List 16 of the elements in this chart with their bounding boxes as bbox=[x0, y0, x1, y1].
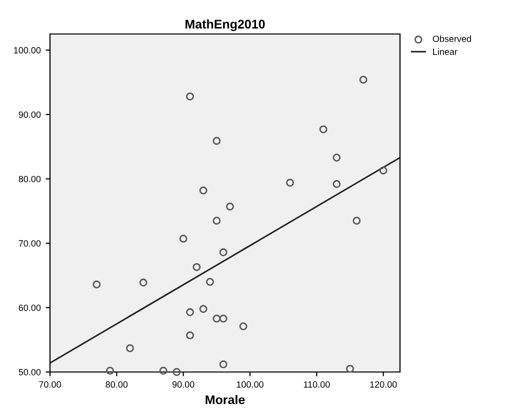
x-tick-label: 120.00 bbox=[370, 381, 397, 388]
x-tick-label: 100.00 bbox=[236, 381, 264, 388]
y-tick-label: 100.00 bbox=[14, 47, 41, 54]
y-tick-label: 70.00 bbox=[18, 240, 41, 247]
legend-label: Linear bbox=[433, 48, 458, 55]
legend-label: Observed bbox=[432, 35, 471, 42]
x-tick-label: 80.00 bbox=[106, 381, 128, 388]
chart-title: MathEng2010 bbox=[186, 19, 265, 32]
x-tick-label: 90.00 bbox=[172, 381, 194, 388]
y-tick-label: 90.00 bbox=[18, 111, 41, 118]
x-axis-title: Morale bbox=[206, 395, 245, 404]
x-tick-label: 70.00 bbox=[39, 381, 61, 388]
x-tick-label: 110.00 bbox=[304, 381, 330, 388]
y-tick-label: 80.00 bbox=[18, 176, 41, 182]
y-tick-label: 60.00 bbox=[18, 304, 41, 311]
y-tick-label: 50.00 bbox=[18, 368, 41, 376]
